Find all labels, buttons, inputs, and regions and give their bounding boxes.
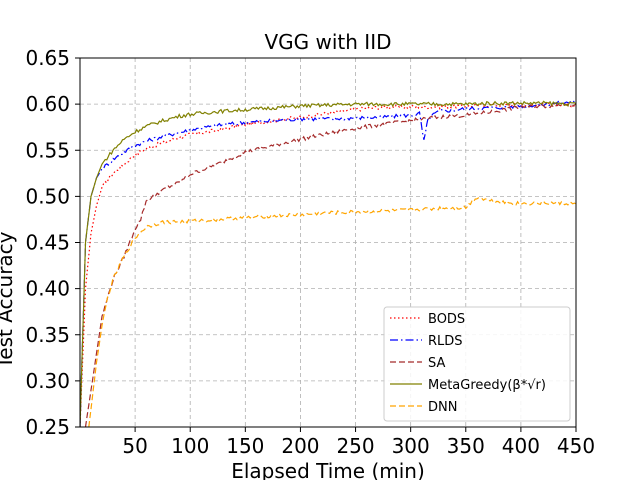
x-tick-label: 350 — [447, 434, 485, 458]
y-tick-label: 0.25 — [25, 415, 70, 439]
y-tick-label: 0.40 — [25, 277, 70, 301]
legend-label: RLDS — [428, 334, 463, 349]
x-tick-label: 400 — [502, 434, 540, 458]
y-tick-label: 0.55 — [25, 138, 70, 162]
x-tick-label: 150 — [226, 434, 264, 458]
x-tick-label: 250 — [336, 434, 374, 458]
x-axis-label: Elapsed Time (min) — [231, 459, 425, 480]
series-line-2 — [80, 100, 576, 427]
legend-box — [383, 306, 571, 422]
x-tick-label: 300 — [392, 434, 430, 458]
y-tick-label: 0.50 — [25, 184, 70, 208]
legend-label: DNN — [428, 400, 457, 415]
y-tick-label: 0.30 — [25, 369, 70, 393]
x-tick-label: 450 — [557, 434, 595, 458]
series-lines — [80, 100, 576, 427]
y-tick-label: 0.45 — [25, 231, 70, 255]
legend-label: BODS — [428, 312, 465, 327]
x-tick-label: 200 — [281, 434, 319, 458]
legend-label: SA — [428, 356, 445, 371]
ticks: 50 100 150 200 250 300 350 400 450 0.25 0.30 0.35 0.… — [25, 46, 595, 458]
series-line-3 — [84, 103, 576, 427]
y-tick-label: 0.60 — [25, 92, 70, 116]
series-line-4 — [80, 100, 576, 427]
y-tick-label: 0.65 — [25, 46, 70, 70]
series-line-5 — [88, 197, 576, 427]
y-tick-label: 0.35 — [25, 323, 70, 347]
x-tick-label: 100 — [171, 434, 209, 458]
x-tick-label: 50 — [122, 434, 147, 458]
legend-label: MetaGreedy(β*√r) — [428, 378, 546, 393]
chart-title: VGG with IID — [264, 30, 391, 54]
legend: BODS RLDS SA MetaGreedy(β*√r) DNN — [383, 306, 571, 422]
y-axis-label: Test Accuracy — [0, 231, 17, 369]
